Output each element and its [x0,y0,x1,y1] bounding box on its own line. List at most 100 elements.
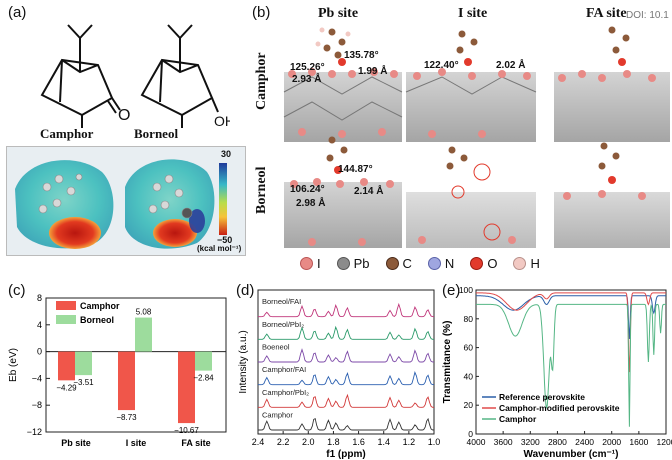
plot-frame [475,289,667,435]
y-tick-label: 8 [37,293,42,303]
legend-n-icon [427,257,441,270]
doi-text: DOI: 10.1 [626,10,669,21]
borneol-esp-blue-region [189,209,205,233]
y-tick-label: 100 [459,285,473,295]
y-tick-label: −12 [27,427,42,437]
camphor-i-distance-1: 2.02 Å [496,60,526,71]
legend-c-icon [385,257,399,270]
spectrum-2 [258,348,435,363]
bar-value-label: −8.73 [116,413,137,422]
colorbar-max: 30 [221,149,232,159]
legend-h: H [513,256,540,271]
y-tick-label: 80 [464,314,474,324]
x-tick-label: 2000 [602,437,621,447]
bar-value-label: −3.51 [73,378,94,387]
legend-o: O [470,256,497,271]
row-label-borneol: Borneol [254,166,269,214]
x-category-label: Pb site [61,438,91,448]
panel-d-label: (d) [236,282,255,299]
camphor-o-label: O [118,107,130,124]
panel-b-label: (b) [252,4,271,21]
x-tick-label: 2.4 [252,437,265,447]
esp-map-frame: 30 −50 (kcal mol⁻¹) [6,146,246,256]
borneol-pb-angle-2: 106.24° [290,184,325,195]
camphor-structure [40,24,121,128]
camphor-i-site-structure [405,30,537,142]
x-tick-label: 1600 [629,437,648,447]
spectrum-label: Boeneol [262,343,290,352]
colorbar-unit: (kcal mol⁻¹) [197,244,242,253]
borneol-structure [140,24,219,128]
panel-e-label: (e) [442,282,461,299]
x-tick-label: 2.0 [302,437,315,447]
legend-i-icon [300,257,313,270]
structure-images [283,26,670,248]
legend-pb-icon [336,257,350,270]
camphor-pb-distance-1: 2.93 Å [292,74,322,85]
row-label-camphor: Camphor [254,52,269,110]
spectrum-0 [258,302,435,318]
panel-c-label: (c) [8,282,26,299]
x-tick-label: 3600 [494,437,513,447]
legend-pb: Pb [336,256,370,271]
borneol-esp-red-region [153,219,197,247]
x-tick-label: 1.2 [403,437,416,447]
bar-camphor-1 [118,351,135,411]
legend-label: Camphor [80,301,120,311]
ftir-series-2 [476,303,666,427]
x-tick-label: 2800 [548,437,567,447]
borneol-pb-site-structure [284,136,402,248]
col-header-pb-site: Pb site [318,6,359,21]
x-tick-label: 1.8 [327,437,340,447]
bar-value-label: −2.84 [193,374,214,383]
y-tick-label: 0 [468,429,473,439]
atom-legend: I Pb C N O H [300,256,540,271]
x-tick-label: 2400 [575,437,594,447]
legend-i: I [300,256,321,271]
camphor-name: Camphor [40,126,94,141]
y-tick-label: 60 [464,343,474,353]
colorbar-min: −50 [217,235,233,245]
spectrum-label: Camphor/PbI₂ [262,388,309,397]
legend-o-icon [470,257,484,270]
col-header-i-site: I site [458,6,488,21]
y-tick-label: 4 [37,320,42,330]
bar-borneol-1 [135,317,152,352]
bar-value-label: −10.67 [174,426,199,435]
legend-label: Camphor-modified perovskite [499,403,620,413]
borneol-pb-angle-1: 144.87° [338,164,373,175]
bar-borneol-0 [75,351,92,376]
borneol-pb-distance-1: 2.98 Å [296,198,326,209]
binding-energy-chart: 8 4 0 −4 −8 −12 Eb (eV) −4.29−3.51 Pb site −8.73 5… [8,293,227,448]
molecule-structures: O OH [40,24,230,129]
spectrum-4 [258,393,434,408]
x-axis-label: f1 (ppm) [326,449,365,460]
legend-swatch [56,315,76,324]
legend-h-icon [513,257,527,270]
y-tick-label: 20 [464,400,474,410]
nmr-chart: 2.4 2.2 2.0 1.8 1.6 1.4 1.2 1.0 f1 (ppm) Intensit… [238,289,440,460]
legend-n: N [427,256,454,271]
borneol-fa-site-structure [554,142,670,248]
y-tick-label: −8 [32,400,42,410]
camphor-pb-site-structure [283,27,403,142]
x-axis-label: Wavenumber (cm⁻¹) [524,449,619,460]
legend-label: Reference perovskite [499,392,585,402]
esp-colorbar [219,163,227,235]
spectrum-label: Camphor/FAI [262,365,306,374]
y-axis-label: Eb (eV) [8,348,19,382]
spectrum-5 [258,417,435,431]
legend-label: Camphor [499,414,537,424]
bar-camphor-2 [178,351,195,424]
x-category-label: FA site [181,438,210,448]
esp-maps [15,159,227,249]
camphor-i-angle-1: 122.40° [424,60,459,71]
spectrum-label: Borneol/FAI [262,297,301,306]
y-tick-label: −4 [32,373,42,383]
x-tick-label: 1.0 [428,437,440,447]
x-tick-label: 3200 [521,437,540,447]
x-tick-label: 1.4 [377,437,390,447]
ftir-chart: 4000 3600 3200 2800 2400 2000 1600 1200 100 80 60 4… [442,285,672,460]
borneol-i-site-structure [406,146,536,248]
ftir-series-1 [476,292,666,373]
